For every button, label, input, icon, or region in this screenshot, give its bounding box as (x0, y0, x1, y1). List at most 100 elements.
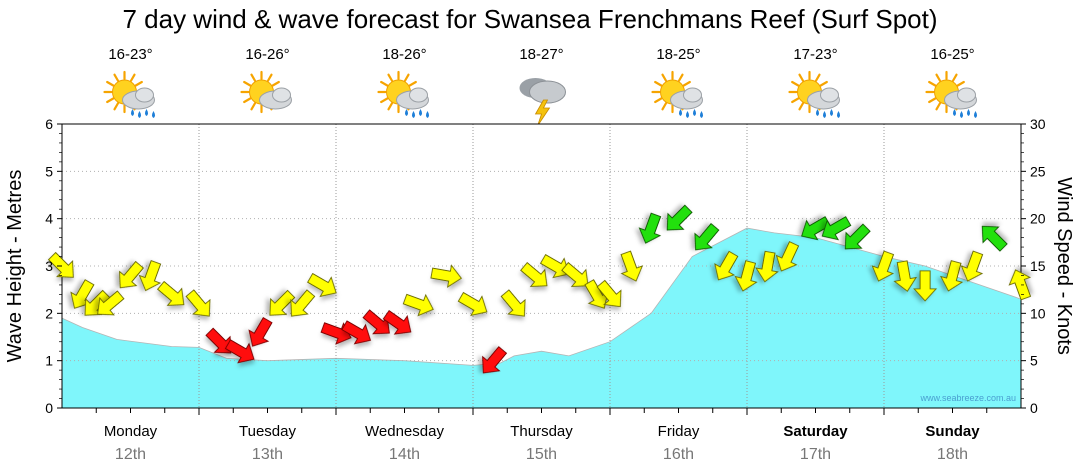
day-name-label: Friday (658, 423, 700, 440)
day-date-label: 15th (526, 446, 557, 463)
day-temp-range: 17-23° (793, 46, 837, 63)
day-temp-range: 16-25° (930, 46, 974, 63)
right-axis-tick-label: 30 (1030, 116, 1046, 132)
day-name-label: Saturday (783, 423, 848, 440)
day-name-label: Monday (104, 423, 158, 440)
day-name-label: Tuesday (239, 423, 296, 440)
wind-arrow (269, 289, 296, 316)
wind-arrow (666, 204, 693, 231)
right-axis-tick-label: 15 (1030, 258, 1046, 274)
day-temp-range: 18-27° (519, 46, 563, 63)
day-header: 16-23° (103, 46, 155, 118)
left-axis-tick-label: 6 (45, 116, 53, 132)
day-name-label: Wednesday (365, 423, 444, 440)
wind-arrows-layer (47, 204, 1032, 374)
partly-cloudy-rain-icon (788, 70, 840, 118)
day-name-label: Sunday (925, 423, 980, 440)
wind-arrow (290, 289, 316, 317)
wind-arrow (97, 290, 125, 316)
wind-arrow (430, 264, 463, 288)
chart-title: 7 day wind & wave forecast for Swansea F… (122, 4, 937, 34)
wind-arrow (694, 223, 720, 251)
wind-arrow (457, 291, 488, 317)
right-axis-tick-label: 10 (1030, 305, 1046, 321)
left-axis-tick-label: 0 (45, 400, 53, 416)
wind-arrow (734, 260, 758, 292)
wind-arrow (157, 280, 185, 306)
wind-arrow (561, 262, 589, 287)
left-axis-title: Wave Height - Metres (4, 170, 26, 363)
day-forecast-headers: 16-23° 16-26° 18-26° 18-27° 18-25° 17-23° 16-2… (103, 46, 977, 127)
wind-arrow (539, 254, 570, 279)
left-axis-tick-label: 4 (45, 211, 53, 227)
partly-cloudy-rain-icon (651, 70, 703, 118)
day-header: 18-26° (377, 46, 429, 118)
wind-arrow (307, 272, 337, 298)
wind-arrow (482, 346, 508, 374)
day-temp-range: 18-25° (656, 46, 700, 63)
wind-arrow (714, 250, 739, 281)
day-temp-range: 18-26° (382, 46, 426, 63)
day-header: 18-25° (651, 46, 703, 118)
wind-arrow (960, 250, 984, 282)
wind-arrow (1008, 269, 1032, 301)
day-header: 17-23° (788, 46, 840, 118)
left-axis-tick-label: 5 (45, 163, 53, 179)
wind-arrow (596, 279, 622, 308)
right-axis: 0 5 10 15 20 25 30 (1021, 116, 1046, 416)
right-axis-title: Wind Speed - Knots (1053, 177, 1075, 355)
wind-arrow (638, 212, 662, 244)
wind-arrow (382, 310, 412, 335)
wind-arrow (362, 309, 390, 335)
wind-arrow (500, 289, 526, 317)
left-axis-tick-label: 2 (45, 305, 53, 321)
partly-cloudy-icon (240, 70, 292, 114)
thunderstorm-icon (519, 78, 566, 127)
wind-arrow (844, 223, 871, 250)
wind-arrow (871, 250, 895, 282)
x-axis: Monday 12th Tuesday 13th Wednesday 14th Thursd… (95, 408, 988, 463)
wave-height-area (61, 227, 1022, 409)
day-date-label: 12th (115, 446, 146, 463)
day-date-label: 18th (937, 446, 968, 463)
wind-arrow (205, 327, 232, 354)
left-axis-tick-label: 3 (45, 258, 53, 274)
day-date-label: 14th (389, 446, 420, 463)
day-header: 18-27° (519, 46, 566, 127)
wind-arrow (185, 289, 211, 317)
wind-arrow (801, 216, 831, 241)
wind-arrow (775, 241, 800, 272)
right-axis-tick-label: 25 (1030, 163, 1046, 179)
wind-arrow (47, 251, 74, 278)
wind-arrow (248, 317, 273, 347)
day-header: 16-25° (925, 46, 977, 118)
partly-cloudy-rain-icon (377, 70, 429, 118)
wind-arrow (620, 250, 644, 282)
day-date-label: 13th (252, 446, 283, 463)
wind-arrow (224, 339, 255, 364)
wind-arrow (939, 260, 964, 292)
day-header: 16-26° (240, 46, 292, 114)
right-axis-tick-label: 20 (1030, 211, 1046, 227)
day-date-label: 17th (800, 446, 831, 463)
day-temp-range: 16-26° (245, 46, 289, 63)
day-name-label: Thursday (510, 423, 573, 440)
partly-cloudy-rain-icon (103, 70, 155, 118)
partly-cloudy-rain-icon (925, 70, 977, 118)
wind-arrow (755, 250, 779, 283)
wind-arrow (520, 262, 548, 287)
left-axis-tick-label: 1 (45, 353, 53, 369)
wind-arrow (821, 216, 852, 241)
day-date-label: 16th (663, 446, 694, 463)
wind-arrow (913, 270, 938, 302)
wind-arrow (119, 260, 144, 289)
wind-arrow (138, 260, 162, 292)
wind-arrow (893, 260, 918, 292)
wind-arrow (981, 225, 1008, 252)
left-axis: 0 1 2 3 4 5 6 (45, 116, 62, 416)
watermark: www.seabreeze.com.au (919, 393, 1016, 403)
day-temp-range: 16-23° (108, 46, 152, 63)
right-axis-tick-label: 0 (1030, 400, 1038, 416)
wind-arrow (341, 320, 372, 345)
